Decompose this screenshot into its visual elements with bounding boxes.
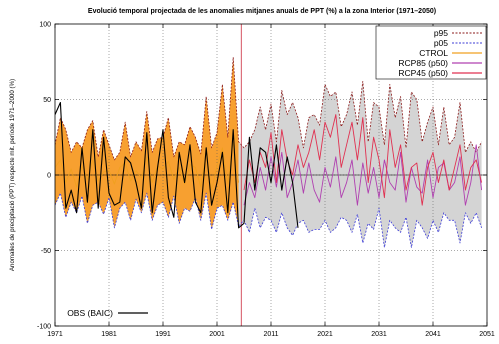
series-layer xyxy=(55,56,483,248)
legend-label-p95: p95 xyxy=(434,28,448,38)
x-tick-label: 2011 xyxy=(263,331,278,338)
x-tick-label: 1981 xyxy=(101,331,117,338)
tick-layer: -100 -50 0 50 100 1971 1981 1991 2001 2011 2021 203… xyxy=(37,22,495,339)
y-tick-label: 50 xyxy=(43,97,51,104)
x-tick-label: 2001 xyxy=(209,331,225,338)
rcp85-line xyxy=(243,144,483,206)
x-tick-label: 2041 xyxy=(425,331,441,338)
legend-label-rcp85-p50: RCP85 (p50) xyxy=(398,58,448,68)
rcp45-line xyxy=(243,114,483,206)
chart-title: Evolució temporal projectada de les anom… xyxy=(88,8,436,15)
band-layer xyxy=(55,57,482,248)
y-tick-label: 100 xyxy=(39,22,51,29)
grid-layer xyxy=(55,24,487,326)
x-tick-label: 1991 xyxy=(155,331,171,338)
x-tick-label: 2051 xyxy=(479,331,495,338)
ctrol-band xyxy=(55,57,239,230)
obs-legend: OBS (BAIC) xyxy=(67,308,148,318)
obs-line xyxy=(55,101,299,229)
p95-line xyxy=(55,56,482,161)
x-tick-label: 2021 xyxy=(317,331,333,338)
y-tick-label: -100 xyxy=(37,324,51,331)
p05-line xyxy=(55,192,482,248)
x-tick-label: 2031 xyxy=(371,331,387,338)
obs-legend-label: OBS (BAIC) xyxy=(67,308,113,318)
x-tick-label: 1971 xyxy=(47,331,63,338)
y-axis-label: Anomalies de precipitació (PPT) respecte… xyxy=(9,79,16,271)
scenario-band xyxy=(238,81,482,248)
legend-label-p05: p05 xyxy=(434,38,448,48)
y-tick-label: 0 xyxy=(47,173,51,180)
y-tick-label: -50 xyxy=(41,248,51,255)
legend-label-ctrol: CTROL xyxy=(419,48,448,58)
legend-label-rcp45-p50: RCP45 (p50) xyxy=(398,68,448,78)
